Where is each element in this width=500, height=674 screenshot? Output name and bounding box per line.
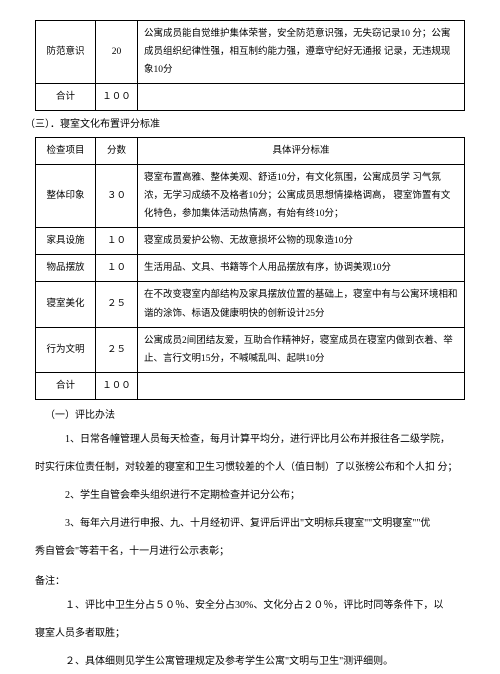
cell-score: １０: [96, 255, 138, 282]
table-header-row: 检查项目 分数 具体评分标准: [36, 138, 465, 165]
cell-name: 寝室美化: [36, 282, 96, 327]
header-score: 分数: [96, 138, 138, 165]
paragraph: 3、每年六月进行申报、九、十月经初评、复评后评出"文明标兵寝室""文明寝室""优: [35, 512, 465, 536]
cell-name: 防范意识: [36, 21, 96, 84]
note-paragraph: １、评比中卫生分占５０％、安全分占30%、文化分占２０％，评比时同等条件下，以: [35, 594, 465, 618]
cell-desc: 在不改变寝室内部结构及家具摆放位置的基础上，寝室中有与公寓环境相和谐的涂饰、标语…: [138, 282, 465, 327]
table-row: 家具设施 １０ 寝室成员爱护公物、无故意损坏公物的现象造10分: [36, 228, 465, 255]
table-row: 防范意识 20 公寓成员能自觉维护集体荣誉，安全防范意识强，无失窃记录10 分；…: [36, 21, 465, 84]
table-row: 物品摆放 １０ 生活用品、文具、书籍等个人用品摆放有序，协调美观10分: [36, 255, 465, 282]
table-row: 整体印象 ３０ 寝室布置高雅、整体美观、舒适10分，有文化氛围，公寓成员学 习气…: [36, 165, 465, 228]
table-row: 寝室美化 ２５ 在不改变寝室内部结构及家具摆放位置的基础上，寝室中有与公寓环境相…: [36, 282, 465, 327]
note-heading: 备注：: [35, 574, 465, 590]
cell-desc: [138, 372, 465, 399]
paragraph: 1、日常各幢管理人员每天检查，每月计算平均分，进行评比月公布并报往各二级学院，: [35, 428, 465, 452]
subheading-methods: （一）评比办法: [35, 408, 465, 424]
note-paragraph: ２、具体细则见学生公寓管理规定及参考学生公寓"文明与卫生"测评细则。: [35, 650, 465, 674]
table-row: 合计 １００: [36, 372, 465, 399]
header-item: 检查项目: [36, 138, 96, 165]
cell-score: 20: [96, 21, 138, 84]
cell-name: 整体印象: [36, 165, 96, 228]
cell-name: 合计: [36, 84, 96, 111]
cell-desc: 公寓成员2间团结友爱，互助合作精神好，寝室成员在寝室内做到衣着、举止、言行文明1…: [138, 327, 465, 372]
cell-name: 家具设施: [36, 228, 96, 255]
cell-score: １００: [96, 84, 138, 111]
section-3-label: （三）．寝室文化布置评分标准: [25, 117, 465, 133]
cell-name: 行为文明: [36, 327, 96, 372]
cell-score: ２５: [96, 327, 138, 372]
cell-desc: 公寓成员能自觉维护集体荣誉，安全防范意识强，无失窃记录10 分；公寓成员组织纪律…: [138, 21, 465, 84]
cell-name: 物品摆放: [36, 255, 96, 282]
paragraph-continue: 时实行床位责任制，对较差的寝室和卫生习惯较差的个人（值日制）了以张榜公布和个人扣…: [35, 456, 465, 480]
table-row: 行为文明 ２５ 公寓成员2间团结友爱，互助合作精神好，寝室成员在寝室内做到衣着、…: [36, 327, 465, 372]
cell-score: １００: [96, 372, 138, 399]
cell-desc: 寝室成员爱护公物、无故意损坏公物的现象造10分: [138, 228, 465, 255]
cell-name: 合计: [36, 372, 96, 399]
paragraph: 2、学生自管会牵头组织进行不定期检查并记分公布；: [35, 484, 465, 508]
table-culture: 检查项目 分数 具体评分标准 整体印象 ３０ 寝室布置高雅、整体美观、舒适10分…: [35, 137, 465, 400]
paragraph-continue: 秀自管会"等若干名，十一月进行公示表彰；: [35, 540, 465, 564]
header-desc: 具体评分标准: [138, 138, 465, 165]
cell-desc: 寝室布置高雅、整体美观、舒适10分，有文化氛围，公寓成员学 习气氛浓，无学习成绩…: [138, 165, 465, 228]
table-row: 合计 １００: [36, 84, 465, 111]
table-prevention: 防范意识 20 公寓成员能自觉维护集体荣誉，安全防范意识强，无失窃记录10 分；…: [35, 20, 465, 111]
cell-desc: [138, 84, 465, 111]
cell-score: ３０: [96, 165, 138, 228]
cell-score: １０: [96, 228, 138, 255]
note-paragraph-continue: 寝室人员多者取胜；: [35, 622, 465, 646]
cell-score: ２５: [96, 282, 138, 327]
cell-desc: 生活用品、文具、书籍等个人用品摆放有序，协调美观10分: [138, 255, 465, 282]
